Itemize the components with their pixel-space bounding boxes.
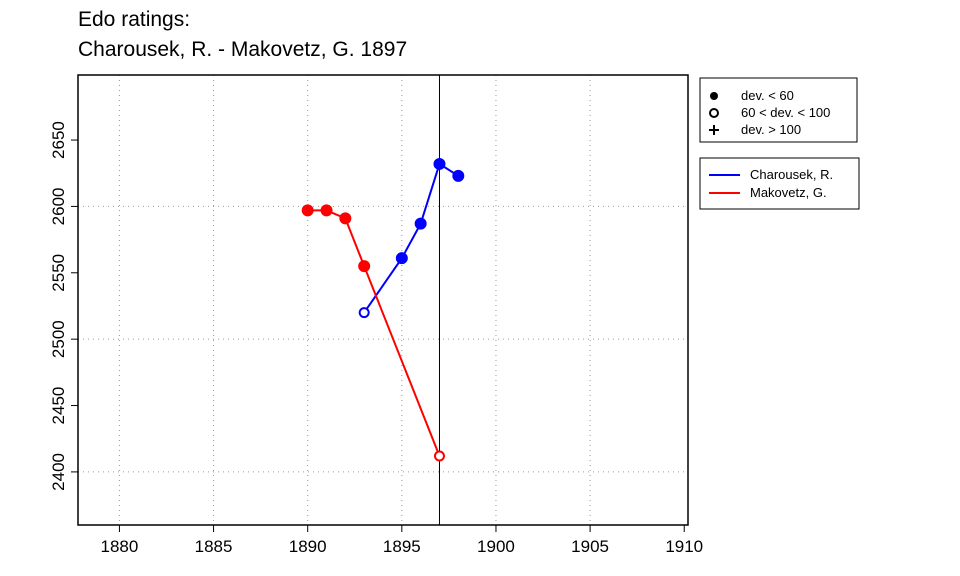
x-tick-label: 1910 [665,537,703,556]
legend-label: Makovetz, G. [750,185,827,200]
data-point [433,450,445,462]
plus-icon [709,125,719,135]
x-tick-label: 1905 [571,537,609,556]
y-tick-label: 2550 [49,254,68,292]
data-point [414,217,427,230]
legend-box [699,77,858,143]
x-tick-label: 1885 [195,537,233,556]
open-circle-icon [709,108,719,118]
series-legend: Charousek, R. Makovetz, G. [699,157,860,210]
legend-label: 60 < dev. < 100 [741,105,830,120]
filled-circle-icon [710,92,718,100]
data-point [358,307,370,319]
data-point [395,252,408,265]
series-line [307,209,441,457]
legend-box [699,157,860,210]
data-point [301,204,314,217]
data-point [433,157,446,170]
y-tick-label: 2500 [49,320,68,358]
data-point [452,169,465,182]
y-tick-label: 2400 [49,453,68,491]
legend-label: Charousek, R. [750,167,833,182]
x-tick-label: 1895 [383,537,421,556]
chart-title-line1: Edo ratings: [78,8,191,31]
x-tick-label: 1900 [477,537,515,556]
data-point [339,212,352,225]
plot-frame [77,74,689,526]
y-tick-label: 2650 [49,121,68,159]
x-tick-label: 1880 [101,537,139,556]
y-tick-label: 2450 [49,387,68,425]
data-point [358,260,371,273]
marker-legend: dev. < 60 60 < dev. < 100 dev. > 100 [699,77,858,143]
data-point [320,204,333,217]
legend-label: dev. > 100 [741,122,801,137]
y-tick-label: 2600 [49,188,68,226]
series-line [363,162,459,314]
chart-title-line2: Charousek, R. - Makovetz, G. 1897 [78,38,408,61]
legend-label: dev. < 60 [741,88,794,103]
x-tick-label: 1890 [289,537,327,556]
